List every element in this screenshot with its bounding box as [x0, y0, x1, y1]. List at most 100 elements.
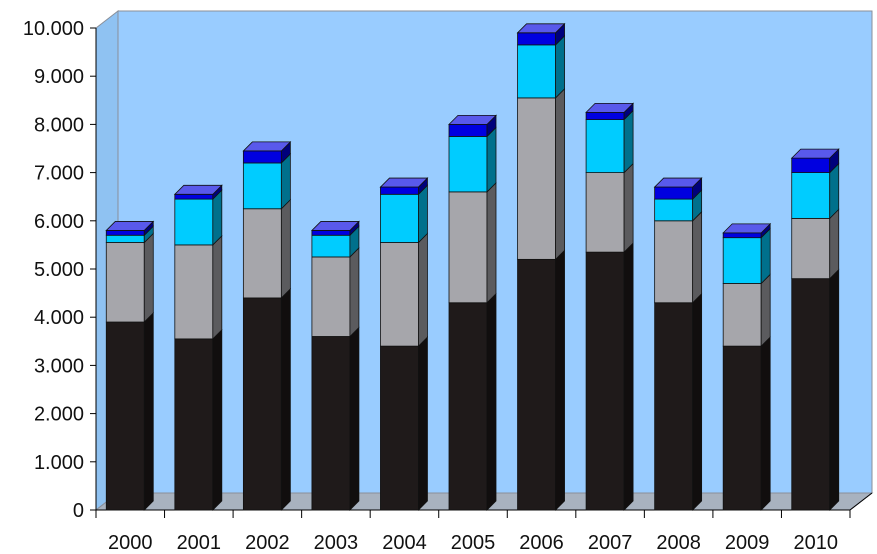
bar-side [486, 292, 497, 511]
y-tick-label: 4.000 [34, 307, 84, 329]
bar-front [242, 150, 282, 164]
bar-side [692, 292, 703, 511]
floor-edge [849, 492, 873, 511]
bar-stack-2008 [653, 177, 703, 511]
bar-stack-2003 [310, 220, 360, 511]
bar-segment [242, 198, 291, 299]
bar-top [105, 221, 155, 231]
bar-front [517, 258, 556, 511]
bar-top [722, 223, 772, 234]
bar-segment [448, 114, 497, 138]
bar-segment [174, 189, 223, 246]
bar-front [174, 244, 214, 340]
bar-segment [517, 87, 565, 261]
bar-segment [516, 22, 566, 46]
bar-segment [722, 273, 771, 348]
bar-segment [311, 225, 360, 258]
bar-segment [448, 181, 497, 304]
bar-front [791, 172, 831, 219]
bar-stack-2005 [448, 114, 497, 511]
bar-front [242, 297, 282, 511]
y-tick-label: 7.000 [34, 163, 84, 185]
bar-segment [722, 336, 771, 511]
bar-front [791, 157, 831, 173]
bar-front [174, 193, 214, 200]
bar-front [380, 242, 419, 347]
bar-side [349, 326, 360, 511]
bar-stack-2004 [379, 177, 429, 511]
bar-side [486, 181, 497, 304]
bar-front [380, 345, 419, 511]
bar-segment [379, 177, 429, 196]
bar-segment [311, 326, 360, 511]
x-tick-label: 2003 [314, 532, 359, 554]
bar-front [654, 186, 694, 200]
bar-top [790, 148, 840, 159]
bar-segment [380, 336, 428, 511]
bar-front [517, 44, 556, 99]
bar-segment [791, 268, 840, 511]
bar-front [517, 32, 556, 46]
bar-front [105, 230, 145, 236]
bar-side [623, 109, 634, 174]
bar-front [242, 162, 282, 210]
bar-segment [585, 162, 634, 254]
bar-stack-2000 [105, 220, 155, 511]
bar-segment [310, 220, 360, 237]
bar-segment [311, 246, 360, 338]
x-tick-label: 2007 [588, 532, 633, 554]
bar-side [555, 34, 565, 99]
bar-side [280, 287, 291, 511]
bar-segment [242, 287, 291, 511]
bar-side [829, 268, 840, 511]
bar-front [380, 193, 419, 243]
x-tick-labels: 2000 2001 2002 2003 2004 2005 2006 2007 2008 2009… [108, 532, 838, 554]
bar-side [623, 162, 634, 254]
bar-front [791, 278, 831, 511]
x-tick-label: 2000 [108, 532, 153, 554]
bar-side [349, 246, 360, 338]
bar-stack-2010 [790, 148, 840, 511]
bar-side [418, 184, 428, 244]
bar-segment [585, 109, 634, 174]
bar-top [310, 221, 360, 231]
bar-top [516, 23, 566, 34]
bar-segment [791, 162, 840, 220]
bar-segment [790, 148, 840, 174]
bar-side [555, 249, 565, 511]
bar-front [105, 234, 145, 243]
bar-segment [380, 232, 428, 348]
bar-front [311, 336, 351, 511]
bar-segment [585, 242, 634, 511]
bar-side [143, 312, 154, 511]
bar-segment [173, 184, 223, 201]
bar-side [829, 208, 840, 280]
bar-stack-2006 [516, 22, 566, 511]
bar-segment [174, 328, 223, 511]
x-tick-label: 2010 [793, 532, 838, 554]
x-tick-label: 2005 [451, 532, 496, 554]
bar-side [212, 234, 223, 340]
y-tick-label: 8.000 [34, 114, 84, 136]
bar-front [311, 234, 351, 258]
bar-front [311, 230, 351, 236]
bar-side [760, 227, 771, 285]
bar-stack-2002 [242, 140, 292, 511]
bar-side [212, 189, 223, 246]
bar-front [722, 232, 762, 239]
bar-front [654, 220, 694, 304]
bar-front [791, 217, 831, 280]
x-tick-label: 2001 [177, 532, 222, 554]
bar-side [280, 152, 291, 210]
bar-front [448, 136, 488, 193]
bar-segment [105, 232, 154, 323]
y-tick-label: 6.000 [34, 211, 84, 233]
bar-front [448, 124, 488, 137]
bar-segment [517, 34, 565, 99]
bar-front [105, 321, 145, 511]
y-tick-label: 1.000 [34, 452, 84, 474]
bar-segment [654, 292, 703, 511]
bar-front [448, 302, 488, 511]
bar-front [242, 208, 282, 299]
